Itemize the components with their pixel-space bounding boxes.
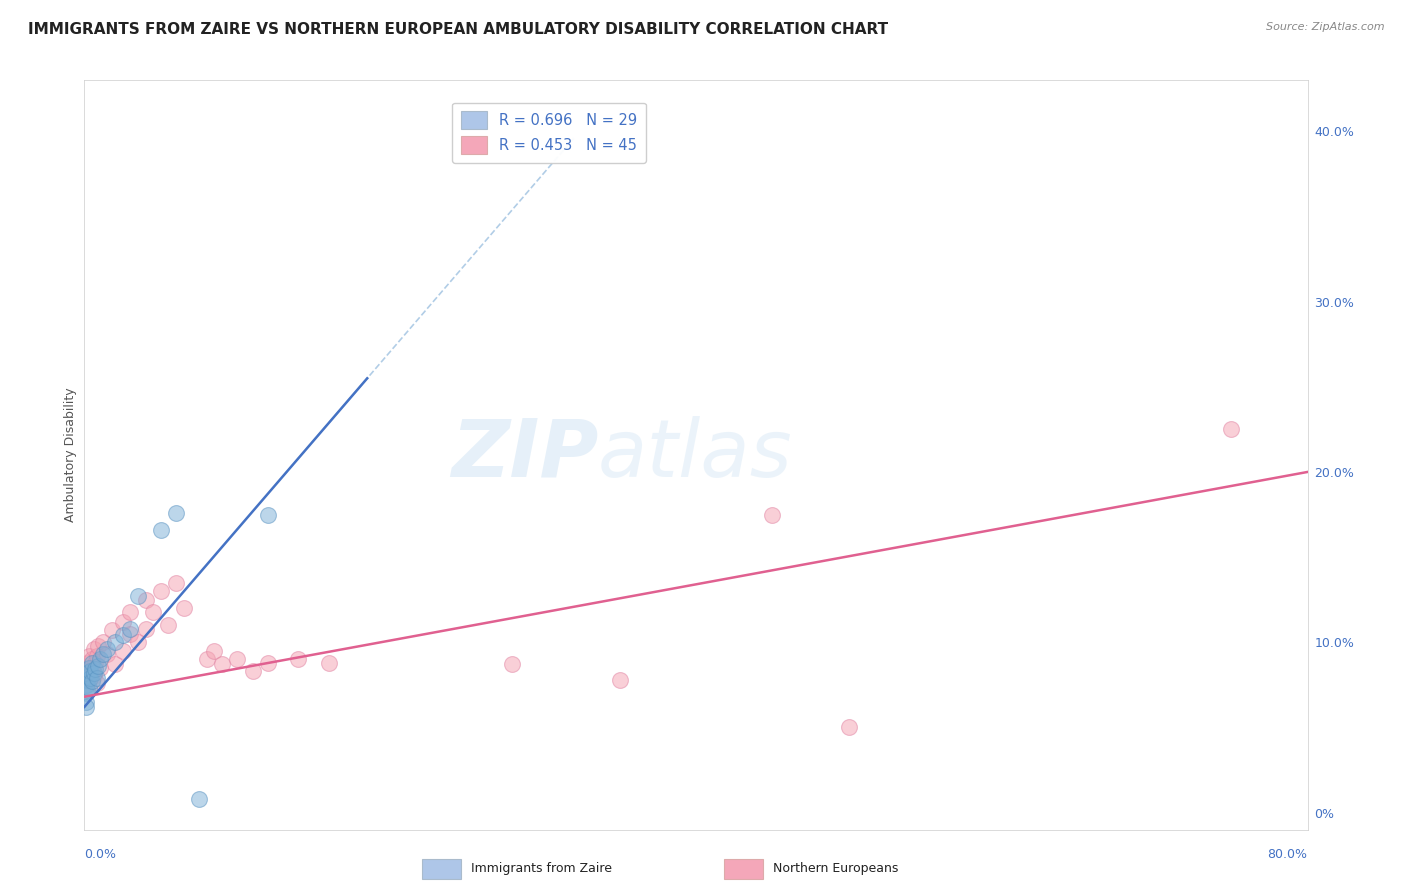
- Point: [77, 673, 100, 687]
- Point: [80, 652, 103, 666]
- Point: [79, 671, 101, 685]
- Point: [77, 681, 100, 696]
- Point: [80, 656, 103, 670]
- Point: [79, 661, 101, 675]
- Point: [287, 652, 309, 666]
- Text: Northern Europeans: Northern Europeans: [773, 863, 898, 875]
- Text: atlas: atlas: [598, 416, 793, 494]
- Point: [91, 635, 114, 649]
- Point: [165, 575, 187, 590]
- Point: [75, 695, 97, 709]
- Point: [77, 648, 100, 663]
- Point: [188, 792, 211, 806]
- Point: [257, 656, 280, 670]
- Point: [77, 669, 100, 683]
- Point: [318, 656, 340, 670]
- Point: [89, 652, 111, 666]
- Point: [111, 644, 134, 658]
- Point: [75, 665, 97, 680]
- Y-axis label: Ambulatory Disability: Ambulatory Disability: [65, 388, 77, 522]
- Point: [149, 584, 172, 599]
- Point: [127, 635, 149, 649]
- Point: [127, 589, 149, 603]
- Point: [195, 652, 218, 666]
- Point: [76, 678, 98, 692]
- Point: [135, 622, 157, 636]
- Point: [104, 657, 127, 672]
- Point: [76, 673, 98, 687]
- Point: [86, 676, 108, 690]
- Point: [502, 657, 524, 672]
- Point: [120, 605, 142, 619]
- Text: IMMIGRANTS FROM ZAIRE VS NORTHERN EUROPEAN AMBULATORY DISABILITY CORRELATION CHA: IMMIGRANTS FROM ZAIRE VS NORTHERN EUROPE…: [28, 22, 889, 37]
- Point: [79, 664, 101, 678]
- Point: [83, 642, 105, 657]
- Legend: R = 0.696   N = 29, R = 0.453   N = 45: R = 0.696 N = 29, R = 0.453 N = 45: [453, 103, 645, 163]
- Point: [76, 682, 98, 697]
- Point: [101, 624, 124, 638]
- Point: [77, 661, 100, 675]
- Point: [111, 615, 134, 629]
- Point: [120, 626, 142, 640]
- Point: [165, 506, 187, 520]
- Point: [75, 700, 97, 714]
- Point: [75, 686, 97, 700]
- Point: [89, 661, 111, 675]
- Point: [149, 523, 172, 537]
- Point: [91, 647, 114, 661]
- Point: [173, 601, 195, 615]
- Point: [76, 665, 98, 680]
- Text: 0.0%: 0.0%: [84, 848, 117, 862]
- Point: [75, 678, 97, 692]
- Point: [111, 628, 134, 642]
- Point: [242, 664, 264, 678]
- Point: [96, 642, 118, 657]
- Point: [84, 656, 107, 670]
- Point: [142, 605, 165, 619]
- Point: [80, 664, 103, 678]
- Point: [86, 671, 108, 685]
- Point: [86, 648, 108, 663]
- Text: 80.0%: 80.0%: [1268, 848, 1308, 862]
- Point: [135, 592, 157, 607]
- Point: [120, 622, 142, 636]
- Point: [1220, 422, 1243, 436]
- Point: [83, 669, 105, 683]
- Point: [104, 635, 127, 649]
- Point: [87, 659, 110, 673]
- Point: [80, 674, 103, 689]
- Point: [96, 647, 118, 661]
- Point: [609, 673, 631, 687]
- Point: [83, 665, 105, 680]
- Point: [226, 652, 249, 666]
- Text: ZIP: ZIP: [451, 416, 598, 494]
- Point: [761, 508, 783, 522]
- Text: Source: ZipAtlas.com: Source: ZipAtlas.com: [1267, 22, 1385, 32]
- Text: Immigrants from Zaire: Immigrants from Zaire: [471, 863, 612, 875]
- Point: [84, 663, 107, 677]
- Point: [157, 618, 180, 632]
- Point: [202, 644, 225, 658]
- Point: [76, 656, 98, 670]
- Point: [257, 508, 280, 522]
- Point: [838, 720, 860, 734]
- Point: [79, 671, 101, 685]
- Point: [87, 639, 110, 653]
- Point: [211, 657, 233, 672]
